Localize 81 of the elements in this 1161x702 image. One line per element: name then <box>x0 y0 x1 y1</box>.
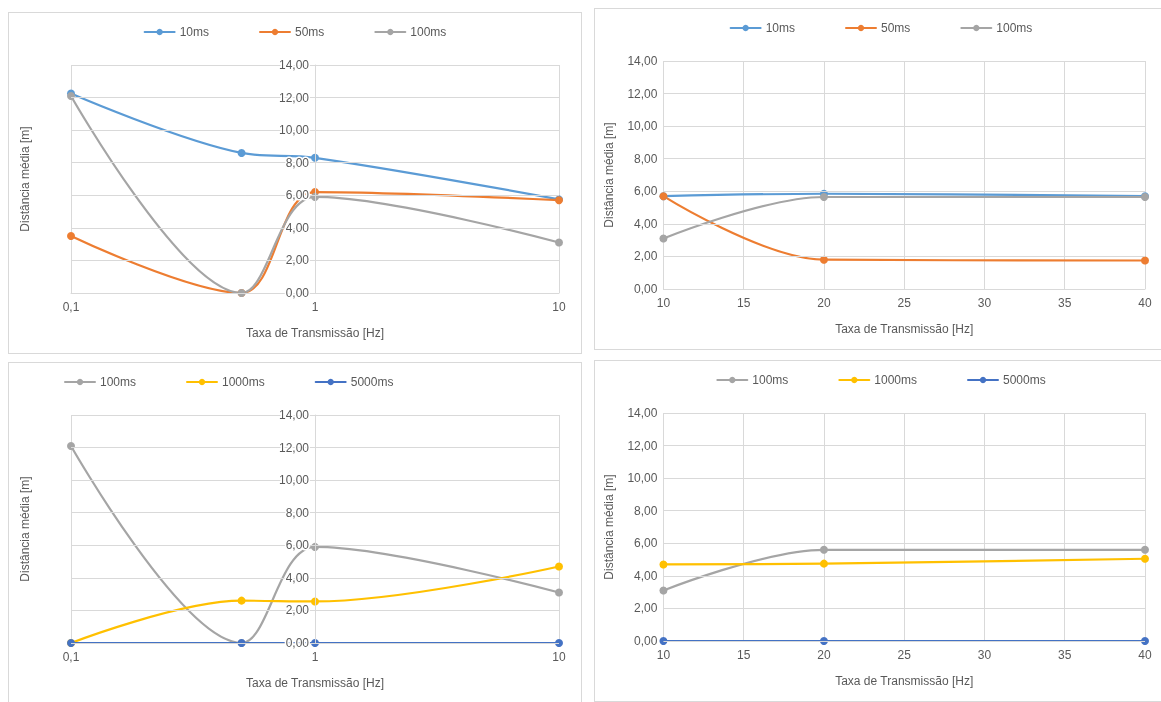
y-tick-label: 2,00 <box>634 601 658 616</box>
legend-label: 5000ms <box>350 375 394 389</box>
y-tick-label: 10,00 <box>278 473 310 488</box>
point <box>1141 554 1149 563</box>
legend-label: 100ms <box>996 21 1033 35</box>
y-tick-label: 12,00 <box>278 440 310 455</box>
y-tick-label: 4,00 <box>285 220 310 235</box>
x-axis-title: Taxa de Transmissão [Hz] <box>245 676 385 690</box>
point <box>1141 545 1149 554</box>
y-tick-label: 0,00 <box>634 634 658 648</box>
point <box>819 559 828 568</box>
legend-label: 100ms <box>752 373 789 387</box>
x-tick-label: 1 <box>311 300 319 314</box>
y-tick-label: 14,00 <box>627 54 658 68</box>
point <box>819 545 828 554</box>
x-tick-label: 10 <box>552 300 566 314</box>
y-tick-label: 2,00 <box>285 603 310 618</box>
point <box>819 255 828 264</box>
y-tick-label: 0,00 <box>285 286 310 300</box>
x-tick-label: 30 <box>977 296 992 310</box>
y-tick-label: 10,00 <box>627 119 658 134</box>
legend-label: 1000ms <box>874 373 918 387</box>
x-axis-title: Taxa de Transmissão [Hz] <box>835 322 974 336</box>
y-tick-label: 2,00 <box>634 249 658 264</box>
x-tick-label: 30 <box>977 648 992 662</box>
y-axis-title: Distância média [m] <box>18 476 32 582</box>
y-tick-label: 8,00 <box>285 155 310 170</box>
y-axis-title: Distância média [m] <box>602 122 616 228</box>
point <box>1141 637 1149 645</box>
x-tick-label: 40 <box>1138 648 1152 662</box>
point <box>659 586 668 595</box>
y-tick-label: 14,00 <box>627 406 658 420</box>
legend-label: 50ms <box>294 25 325 39</box>
x-axis-title: Taxa de Transmissão [Hz] <box>835 674 974 688</box>
legend-label: 50ms <box>880 21 911 35</box>
y-tick-label: 12,00 <box>278 90 310 105</box>
x-tick-label: 35 <box>1058 648 1072 662</box>
y-tick-label: 6,00 <box>285 188 310 203</box>
legend-label: 10ms <box>179 25 209 39</box>
y-tick-label: 8,00 <box>285 505 310 520</box>
legend-label: 100ms <box>100 375 137 389</box>
legend-label: 10ms <box>765 21 795 35</box>
point <box>659 234 668 243</box>
x-tick-label: 0,1 <box>62 300 80 314</box>
x-tick-label: 10 <box>656 296 671 310</box>
y-axis-title: Distância média [m] <box>602 474 616 580</box>
y-tick-label: 6,00 <box>634 536 658 551</box>
x-axis-title: Taxa de Transmissão [Hz] <box>245 326 385 340</box>
y-tick-label: 12,00 <box>627 438 658 453</box>
y-tick-label: 0,00 <box>634 282 658 296</box>
x-tick-label: 1 <box>311 650 319 664</box>
x-tick-label: 10 <box>552 650 566 664</box>
y-tick-label: 12,00 <box>627 86 658 101</box>
y-tick-label: 10,00 <box>627 471 658 486</box>
x-tick-label: 35 <box>1058 296 1072 310</box>
y-tick-label: 6,00 <box>634 184 658 199</box>
x-tick-label: 0,1 <box>62 650 80 664</box>
x-tick-label: 25 <box>897 296 912 310</box>
point <box>1141 256 1149 265</box>
x-tick-label: 20 <box>817 648 831 662</box>
y-tick-label: 4,00 <box>285 570 310 585</box>
y-tick-label: 8,00 <box>634 503 658 518</box>
y-tick-label: 10,00 <box>278 123 310 138</box>
x-tick-label: 15 <box>737 296 751 310</box>
legend-label: 1000ms <box>222 375 265 389</box>
x-tick-label: 20 <box>817 296 831 310</box>
y-tick-label: 14,00 <box>278 408 310 422</box>
y-tick-label: 4,00 <box>634 216 658 231</box>
y-tick-label: 6,00 <box>285 538 310 553</box>
point <box>659 560 668 569</box>
y-axis-title: Distância média [m] <box>18 126 32 232</box>
y-tick-label: 14,00 <box>278 58 310 72</box>
legend-label: 5000ms <box>1003 373 1046 387</box>
y-tick-label: 2,00 <box>285 253 310 268</box>
y-tick-label: 8,00 <box>634 151 658 166</box>
x-tick-label: 25 <box>897 648 912 662</box>
legend-label: 100ms <box>410 25 447 39</box>
x-tick-label: 10 <box>656 648 671 662</box>
x-tick-label: 40 <box>1138 296 1152 310</box>
x-tick-label: 15 <box>737 648 751 662</box>
y-tick-label: 4,00 <box>634 568 658 583</box>
